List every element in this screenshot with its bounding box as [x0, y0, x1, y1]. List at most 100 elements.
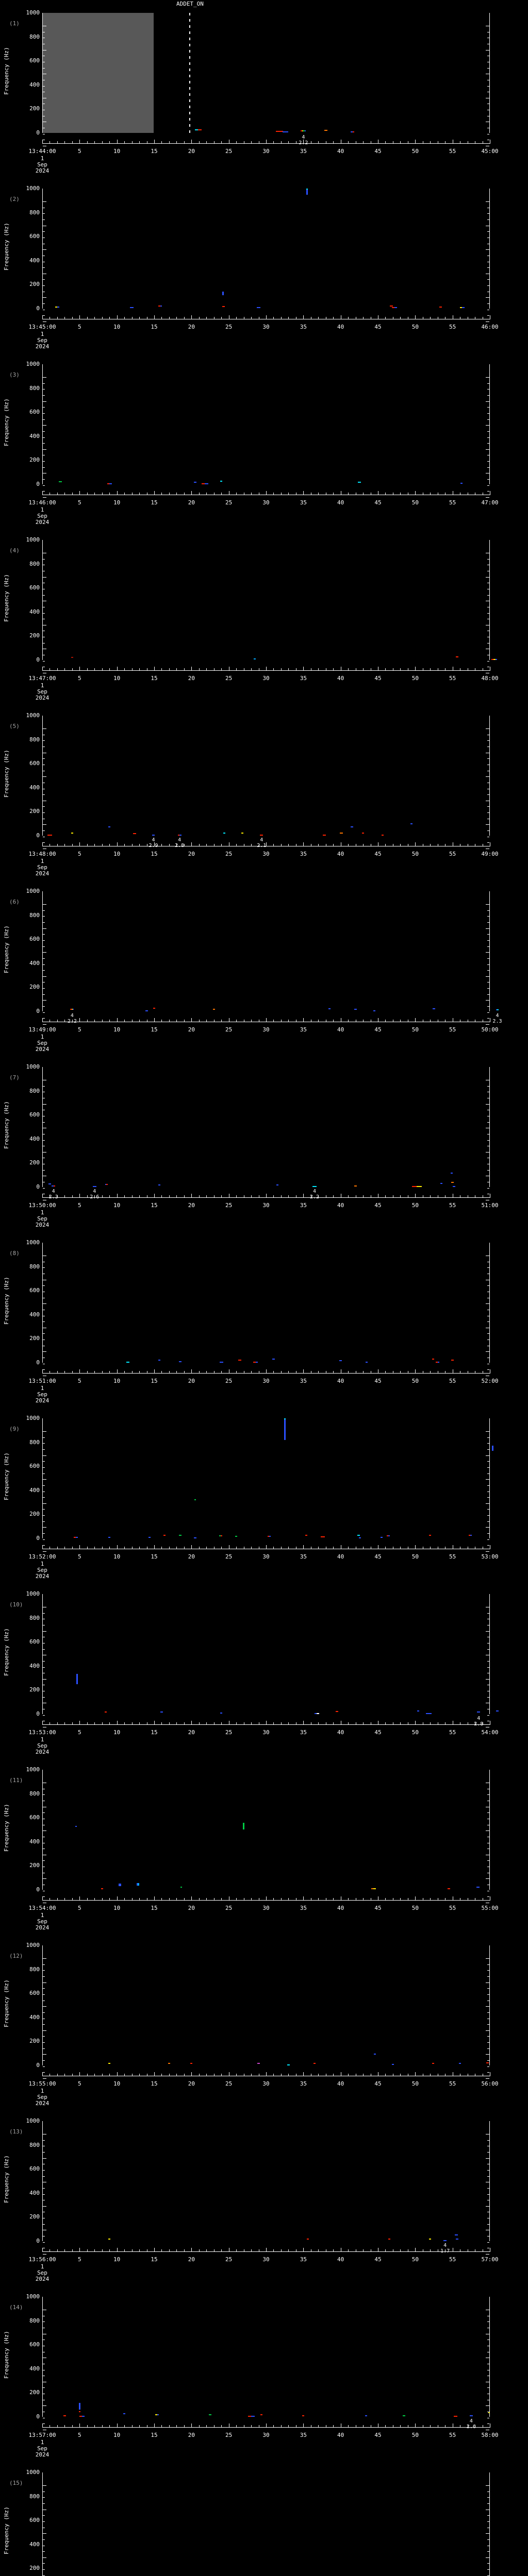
x-tick [102, 844, 103, 846]
x-tick [42, 2072, 43, 2076]
x-tick [57, 1722, 58, 1724]
x-tick [303, 1721, 304, 1724]
y-tick [43, 383, 45, 384]
x-tick [303, 1896, 304, 1900]
y-tick [486, 1479, 489, 1480]
x-tick-label: 55 [449, 851, 456, 857]
spectrogram-event [107, 483, 112, 484]
x-tick-label: 55 [449, 675, 456, 682]
y-tick [486, 952, 489, 953]
y-tick [486, 1000, 489, 1001]
x-tick [42, 315, 43, 319]
x-tick [79, 2424, 80, 2427]
x-tick [161, 668, 162, 670]
y-tick [43, 1267, 45, 1268]
y-tick [486, 2158, 489, 2159]
x-tick [206, 1371, 207, 1373]
x-tick [169, 1898, 170, 1900]
y-tick [43, 1449, 45, 1450]
x-tick [57, 1195, 58, 1197]
y-tick [43, 2036, 45, 2037]
spectrogram-event [63, 2415, 67, 2416]
spectrogram-panel-13: (13)Frequency (Hz)0200400600800100041.71… [0, 2108, 528, 2284]
y-tick [486, 1303, 489, 1304]
event-color-segment [75, 1826, 77, 1827]
y-tick-label: 800 [29, 209, 40, 216]
spectrogram-event [209, 2414, 211, 2416]
date-label: 2024 [35, 343, 50, 350]
spectrogram-panel-6: (6)Frequency (Hz)0200400600800100042.242… [0, 878, 528, 1054]
x-tick-label: 55 [449, 2256, 456, 2263]
x-tick [199, 844, 200, 846]
x-tick-label: 25 [225, 2432, 233, 2438]
x-tick-label: 5 [78, 1553, 81, 1560]
date-label: Sep [37, 2094, 47, 2100]
x-tick [139, 1371, 140, 1373]
spectrogram-event [219, 1361, 223, 1363]
x-tick [64, 1371, 65, 1373]
spectrogram-event [180, 1887, 182, 1888]
y-tick [43, 2321, 45, 2322]
spectrogram-event [256, 307, 261, 308]
x-end-time-label: 45:00 [481, 148, 499, 155]
date-label: 2024 [35, 1046, 50, 1053]
x-tick [42, 842, 43, 846]
y-tick [486, 401, 489, 402]
plot-area [42, 1945, 490, 2079]
x-tick [57, 141, 58, 143]
x-tick-label: 45 [374, 1378, 382, 1384]
x-tick [124, 493, 125, 495]
y-tick [486, 2533, 489, 2534]
y-tick [43, 1515, 45, 1516]
x-tick [363, 141, 364, 143]
x-tick [430, 1195, 431, 1197]
y-tick-label: 1000 [26, 1415, 40, 1421]
y-tick [487, 1443, 489, 1444]
y-tick [43, 988, 45, 989]
y-tick [43, 443, 45, 444]
y-tick-label: 1000 [26, 1942, 40, 1948]
y-tick-label: 600 [29, 1111, 40, 1118]
y-tick [487, 613, 489, 614]
event-color-segment [374, 2053, 376, 2055]
date-label: Sep [37, 2445, 47, 2452]
x-tick-label: 30 [262, 499, 270, 506]
x-tick-label: 50 [411, 675, 419, 682]
spectrogram-panel-1: (1)Frequency (Hz)0200400600800100042.2AD… [0, 0, 528, 176]
event-detection-label: 42.2 [68, 1013, 77, 1024]
event-color-segment [71, 1009, 73, 1010]
spectrogram-event [92, 1185, 96, 1187]
date-label: Sep [37, 688, 47, 695]
spectrogram-event [403, 2415, 405, 2416]
plot-area [42, 540, 498, 673]
x-tick [139, 1547, 140, 1549]
x-tick [266, 1018, 267, 1022]
x-tick [273, 141, 274, 143]
date-label: Sep [37, 337, 47, 344]
x-tick-label: 5 [78, 1905, 81, 1911]
y-tick [43, 1503, 46, 1504]
x-tick-label: 20 [188, 2256, 195, 2263]
event-color-segment [390, 305, 393, 307]
x-tick-label: 30 [262, 148, 270, 155]
spectrogram-panel-11: (11) Frequency (Hz) 0 200 400 600 800 1000 13:54… [0, 1757, 528, 1933]
y-tick [486, 1878, 489, 1879]
x-tick [385, 844, 386, 846]
x-tick [221, 1547, 222, 1549]
y-tick [487, 2066, 489, 2067]
x-tick [191, 2072, 192, 2076]
spectrogram-event [282, 131, 289, 133]
event-color-segment [403, 2415, 405, 2416]
y-tick-label: 1000 [26, 2293, 40, 2300]
x-tick [303, 842, 304, 846]
y-tick [43, 1455, 46, 1456]
y-tick [487, 1649, 489, 1650]
y-tick [43, 2042, 45, 2043]
spectrogram-panel-10: (10)Frequency (Hz)0200400600800100042.81… [0, 1581, 528, 1757]
spectrogram-event [387, 1535, 390, 1537]
x-tick-label: 50 [411, 851, 419, 857]
x-tick [348, 1898, 349, 1900]
x-tick-label: 30 [262, 1553, 270, 1560]
x-tick [176, 668, 177, 670]
y-tick [487, 1613, 489, 1614]
